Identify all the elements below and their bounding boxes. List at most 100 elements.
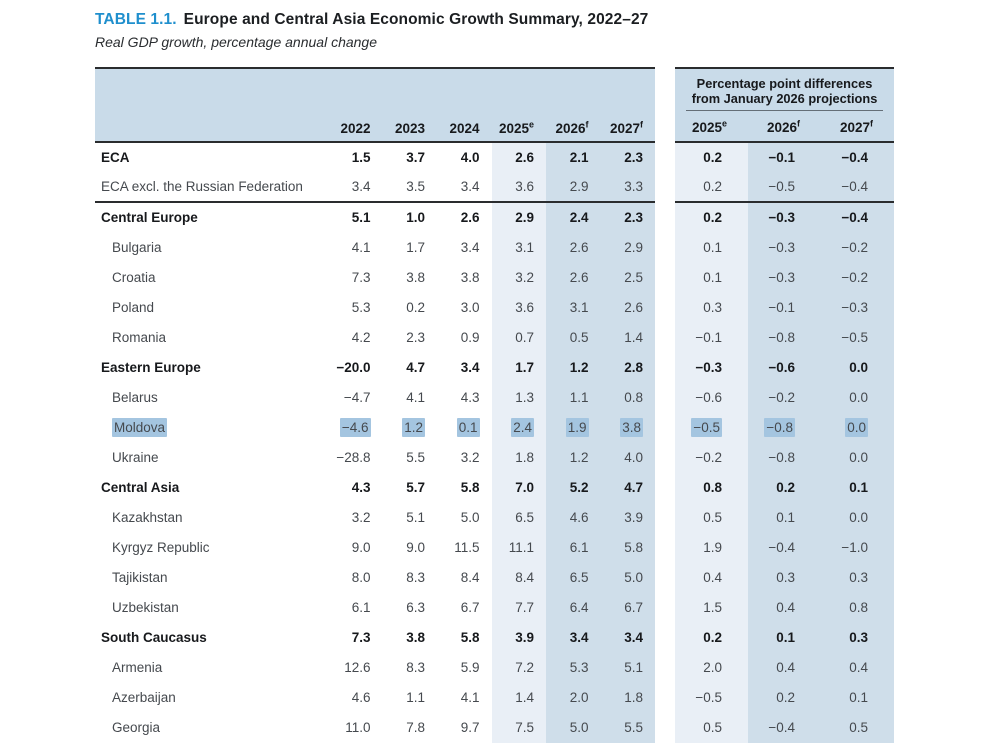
row-name[interactable]: Armenia bbox=[112, 660, 163, 675]
row-name[interactable]: Georgia bbox=[112, 720, 161, 735]
value-cell[interactable]: 5.0 bbox=[460, 510, 480, 525]
value-cell[interactable]: 7.5 bbox=[491, 713, 546, 743]
value-cell[interactable]: 3.4 bbox=[460, 179, 480, 194]
value-cell[interactable]: 5.8 bbox=[600, 533, 655, 563]
value-cell[interactable]: 8.0 bbox=[351, 570, 371, 585]
row-name[interactable]: Croatia bbox=[112, 270, 156, 285]
value-cell[interactable]: 7.7 bbox=[491, 593, 546, 623]
diff-cell[interactable]: 0.4 bbox=[748, 653, 821, 683]
value-cell[interactable]: 3.4 bbox=[460, 360, 480, 375]
value-cell[interactable]: 3.7 bbox=[406, 150, 425, 165]
value-cell[interactable]: 1.2 bbox=[546, 443, 601, 473]
diff-cell[interactable]: −0.4 bbox=[748, 533, 821, 563]
value-cell[interactable]: 1.3 bbox=[491, 383, 546, 413]
value-cell[interactable]: 3.2 bbox=[460, 450, 480, 465]
diff-cell[interactable]: 0.1 bbox=[821, 473, 894, 503]
value-cell[interactable]: 0.5 bbox=[546, 323, 601, 353]
value-cell[interactable]: 5.2 bbox=[546, 473, 601, 503]
value-cell[interactable]: 11.5 bbox=[454, 540, 480, 555]
value-cell[interactable]: 8.3 bbox=[406, 570, 425, 585]
value-cell[interactable]: 3.4 bbox=[600, 623, 655, 653]
value-cell[interactable]: 7.0 bbox=[491, 473, 546, 503]
value-cell[interactable]: 3.4 bbox=[351, 179, 371, 194]
diff-cell[interactable]: 0.1 bbox=[748, 623, 821, 653]
diff-cell[interactable]: 0.5 bbox=[675, 713, 748, 743]
diff-cell[interactable]: −0.4 bbox=[821, 203, 894, 233]
value-cell[interactable]: 4.0 bbox=[460, 150, 480, 165]
diff-cell[interactable]: −0.3 bbox=[748, 203, 821, 233]
value-cell[interactable]: 9.7 bbox=[460, 720, 480, 735]
row-name[interactable]: Ukraine bbox=[112, 450, 159, 465]
value-cell[interactable]: 1.1 bbox=[546, 383, 601, 413]
diff-cell[interactable]: −0.4 bbox=[821, 173, 894, 201]
value-cell[interactable]: 9.0 bbox=[351, 540, 371, 555]
diff-cell[interactable]: 0.3 bbox=[748, 563, 821, 593]
diff-cell[interactable]: −0.3 bbox=[821, 293, 894, 323]
diff-cell[interactable]: 0.3 bbox=[821, 563, 894, 593]
value-cell[interactable]: 3.8 bbox=[406, 630, 425, 645]
diff-cell[interactable]: −0.4 bbox=[748, 713, 821, 743]
value-cell[interactable]: 3.9 bbox=[491, 623, 546, 653]
value-cell[interactable]: 2.9 bbox=[600, 233, 655, 263]
diff-cell[interactable]: −0.2 bbox=[675, 443, 748, 473]
row-name[interactable]: Kyrgyz Republic bbox=[112, 540, 210, 555]
value-cell[interactable]: 2.6 bbox=[491, 143, 546, 173]
value-cell[interactable]: 2.6 bbox=[460, 210, 480, 225]
row-name[interactable]: Moldova bbox=[95, 413, 328, 443]
diff-cell[interactable]: −0.5 bbox=[748, 173, 821, 201]
value-cell[interactable]: 6.1 bbox=[351, 600, 371, 615]
diff-cell[interactable]: −0.3 bbox=[675, 353, 748, 383]
value-cell[interactable]: 3.8 bbox=[600, 413, 655, 443]
value-cell[interactable]: 1.1 bbox=[406, 690, 425, 705]
value-cell[interactable]: 0.9 bbox=[460, 330, 480, 345]
value-cell[interactable]: 2.3 bbox=[406, 330, 425, 345]
diff-cell[interactable]: −0.4 bbox=[821, 143, 894, 173]
diff-cell[interactable]: 0.0 bbox=[821, 383, 894, 413]
value-cell[interactable]: 4.1 bbox=[460, 690, 480, 705]
value-cell[interactable]: 1.7 bbox=[406, 240, 425, 255]
value-cell[interactable]: 5.3 bbox=[351, 300, 371, 315]
value-cell[interactable]: 1.8 bbox=[600, 683, 655, 713]
diff-cell[interactable]: 0.2 bbox=[675, 173, 748, 201]
value-cell[interactable]: 3.4 bbox=[546, 623, 601, 653]
diff-cell[interactable]: 0.5 bbox=[675, 503, 748, 533]
diff-cell[interactable]: −0.8 bbox=[748, 413, 821, 443]
value-cell[interactable]: 3.5 bbox=[406, 179, 425, 194]
value-cell[interactable]: 1.9 bbox=[546, 413, 601, 443]
value-cell[interactable]: 5.0 bbox=[546, 713, 601, 743]
value-cell[interactable]: 5.5 bbox=[600, 713, 655, 743]
diff-cell[interactable]: −1.0 bbox=[821, 533, 894, 563]
value-cell[interactable]: 4.3 bbox=[351, 480, 371, 495]
diff-cell[interactable]: 0.2 bbox=[675, 143, 748, 173]
diff-cell[interactable]: −0.6 bbox=[675, 383, 748, 413]
value-cell[interactable]: 0.2 bbox=[406, 300, 425, 315]
diff-cell[interactable]: 1.9 bbox=[675, 533, 748, 563]
value-cell[interactable]: 2.5 bbox=[600, 263, 655, 293]
value-cell[interactable]: 3.6 bbox=[491, 173, 546, 201]
diff-cell[interactable]: −0.2 bbox=[821, 233, 894, 263]
value-cell[interactable]: 6.3 bbox=[406, 600, 425, 615]
value-cell[interactable]: 5.8 bbox=[460, 630, 480, 645]
value-cell[interactable]: 7.3 bbox=[351, 270, 371, 285]
diff-cell[interactable]: −0.1 bbox=[748, 143, 821, 173]
diff-cell[interactable]: 0.2 bbox=[748, 473, 821, 503]
value-cell[interactable]: −20.0 bbox=[336, 360, 371, 375]
value-cell[interactable]: 3.1 bbox=[491, 233, 546, 263]
diff-cell[interactable]: −0.8 bbox=[748, 443, 821, 473]
value-cell[interactable]: 5.8 bbox=[460, 480, 480, 495]
row-name[interactable]: Azerbaijan bbox=[112, 690, 176, 705]
value-cell[interactable]: −4.6 bbox=[328, 413, 383, 443]
value-cell[interactable]: 5.1 bbox=[351, 210, 371, 225]
diff-cell[interactable]: −0.2 bbox=[821, 263, 894, 293]
value-cell[interactable]: 2.6 bbox=[546, 263, 601, 293]
value-cell[interactable]: 1.5 bbox=[351, 150, 371, 165]
value-cell[interactable]: 1.4 bbox=[600, 323, 655, 353]
value-cell[interactable]: 5.3 bbox=[546, 653, 601, 683]
diff-cell[interactable]: 0.2 bbox=[675, 203, 748, 233]
value-cell[interactable]: 0.1 bbox=[437, 413, 492, 443]
value-cell[interactable]: 2.1 bbox=[546, 143, 601, 173]
value-cell[interactable]: 4.1 bbox=[351, 240, 371, 255]
diff-cell[interactable]: 0.2 bbox=[748, 683, 821, 713]
value-cell[interactable]: 1.2 bbox=[383, 413, 438, 443]
value-cell[interactable]: 3.3 bbox=[600, 173, 655, 201]
